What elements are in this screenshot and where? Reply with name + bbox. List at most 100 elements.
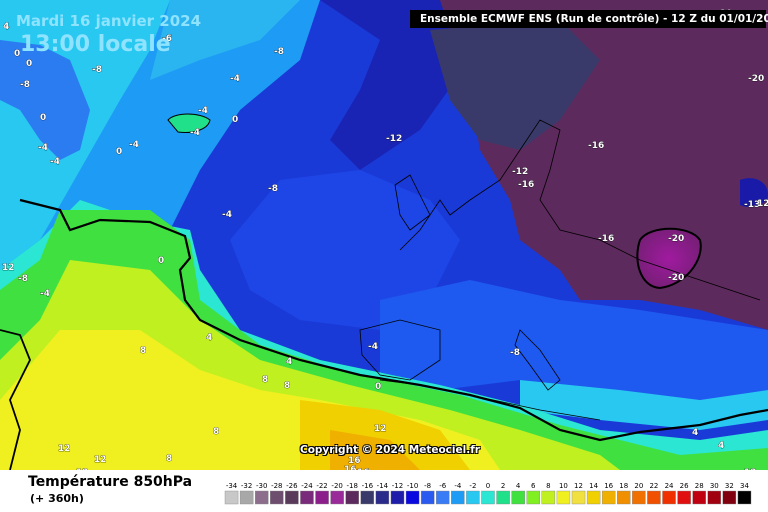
legend-swatch bbox=[330, 490, 344, 505]
legend-swatch bbox=[300, 490, 314, 505]
isotherm-label: 12 bbox=[757, 199, 768, 209]
legend-value-label: 28 bbox=[695, 482, 704, 490]
legend-value-label: -20 bbox=[331, 482, 342, 490]
legend-swatch bbox=[375, 490, 390, 505]
cold-core-region bbox=[636, 227, 702, 290]
legend-value-label: 10 bbox=[559, 482, 568, 490]
legend-swatch bbox=[270, 490, 284, 505]
legend-value-label: 20 bbox=[634, 482, 643, 490]
isotherm-label: 4 bbox=[206, 333, 212, 343]
legend-value-label: 4 bbox=[516, 482, 521, 490]
legend-value-label: 32 bbox=[725, 482, 734, 490]
isotherm-label: 4 bbox=[286, 357, 292, 367]
isotherm-label: -20 bbox=[748, 74, 764, 84]
legend-swatch bbox=[466, 490, 480, 505]
legend-value-label: -28 bbox=[271, 482, 282, 490]
isotherm-label: -4 bbox=[50, 157, 60, 167]
legend-swatch bbox=[677, 490, 691, 505]
band-med-blue bbox=[380, 280, 768, 400]
copyright-notice: Copyright © 2024 Meteociel.fr bbox=[300, 444, 480, 456]
legend-value-label: -34 bbox=[226, 482, 238, 490]
isotherm-label: 16 bbox=[348, 456, 361, 466]
isotherm-label: -8 bbox=[20, 80, 30, 90]
cold-dark-region bbox=[430, 20, 600, 150]
legend-swatches bbox=[224, 490, 752, 505]
isotherm-label: 12 bbox=[2, 263, 15, 273]
legend-value-label: -24 bbox=[301, 482, 313, 490]
legend-swatch bbox=[224, 490, 239, 505]
band-medium-blue bbox=[230, 170, 460, 330]
legend-value-label: -4 bbox=[454, 482, 462, 490]
isotherm-label: -12 bbox=[386, 134, 402, 144]
legend-swatch bbox=[541, 490, 556, 505]
legend-value-label: -2 bbox=[469, 482, 476, 490]
legend-value-label: 0 bbox=[486, 482, 490, 490]
isotherm-label: -8 bbox=[274, 47, 284, 57]
legend-value-label: -12 bbox=[392, 482, 403, 490]
legend-value-label: 12 bbox=[574, 482, 583, 490]
legend-value-label: -26 bbox=[286, 482, 298, 490]
isotherm-label: 12 bbox=[76, 468, 89, 470]
legend-swatch bbox=[345, 490, 359, 505]
legend-value-label: 18 bbox=[619, 482, 628, 490]
legend-value-label: 26 bbox=[680, 482, 689, 490]
legend-swatch bbox=[254, 490, 269, 505]
isotherm-label: -20 bbox=[668, 273, 684, 283]
legend-value-label: 16 bbox=[604, 482, 613, 490]
legend-value-label: 6 bbox=[531, 482, 536, 490]
legend-swatch bbox=[451, 490, 465, 505]
isotherm-label: -8 bbox=[268, 184, 278, 194]
legend-value-label: -14 bbox=[377, 482, 389, 490]
western-isotherm-line bbox=[0, 329, 31, 470]
iceland-land bbox=[167, 113, 211, 133]
isotherm-label: -4 bbox=[222, 210, 232, 220]
iberia-coastline bbox=[359, 319, 441, 381]
isotherm-label: 4 bbox=[3, 22, 9, 32]
isotherm-label: -4 bbox=[368, 342, 378, 352]
isotherm-label: 0 bbox=[26, 59, 32, 69]
legend-value-label: 30 bbox=[710, 482, 719, 490]
legend-swatch bbox=[435, 490, 450, 505]
legend-swatch bbox=[511, 490, 525, 505]
isotherm-label: 4 bbox=[718, 441, 724, 451]
legend-swatch bbox=[617, 490, 631, 505]
forecast-date: Mardi 16 janvier 2024 bbox=[16, 12, 202, 30]
isotherm-label: -6 bbox=[162, 34, 172, 44]
temperature-map: 400-6-8-8-4-20-20-80-40-4-4-12-16-40-4-1… bbox=[0, 0, 768, 470]
band-med-light bbox=[520, 380, 768, 430]
legend-swatch bbox=[722, 490, 737, 505]
north-africa-coastline bbox=[379, 379, 601, 421]
legend-value-label: -30 bbox=[256, 482, 267, 490]
isotherm-label: -4 bbox=[38, 143, 48, 153]
isotherm-label: 8 bbox=[262, 375, 268, 385]
isotherm-labels: 400-6-8-8-4-20-20-80-40-4-4-12-16-40-4-1… bbox=[2, 9, 768, 470]
legend-swatch bbox=[707, 490, 722, 505]
isotherm-label: 12 bbox=[94, 455, 107, 465]
lead-time-label: (+ 360h) bbox=[30, 492, 84, 505]
legend-value-label: -18 bbox=[347, 482, 358, 490]
isotherm-label: -4 bbox=[190, 128, 200, 138]
variable-title: Température 850hPa bbox=[28, 474, 193, 490]
legend-swatch bbox=[556, 490, 571, 505]
legend-value-label: 14 bbox=[589, 482, 598, 490]
isotherm-label: 16 bbox=[344, 465, 357, 470]
legend-value-label: 24 bbox=[665, 482, 674, 490]
isotherm-label: 12 bbox=[744, 468, 757, 470]
legend-swatch bbox=[586, 490, 601, 505]
isotherm-label: -16 bbox=[588, 141, 604, 151]
legend-value-label: 8 bbox=[546, 482, 550, 490]
zero-isotherm-line bbox=[19, 198, 768, 442]
legend-value-label: -8 bbox=[424, 482, 431, 490]
band-orange bbox=[330, 430, 420, 470]
isotherm-label: 16 bbox=[357, 468, 370, 470]
isotherm-label: 8 bbox=[284, 381, 290, 391]
legend-swatch bbox=[496, 490, 510, 505]
legend-value-label: -6 bbox=[439, 482, 447, 490]
isotherm-label: -4 bbox=[198, 106, 208, 116]
legend-swatch bbox=[360, 490, 375, 505]
legend-swatch bbox=[571, 490, 586, 505]
isotherm-label: 4 bbox=[692, 428, 698, 438]
europe-coastline bbox=[399, 119, 761, 301]
legend-value-label: -32 bbox=[241, 482, 252, 490]
